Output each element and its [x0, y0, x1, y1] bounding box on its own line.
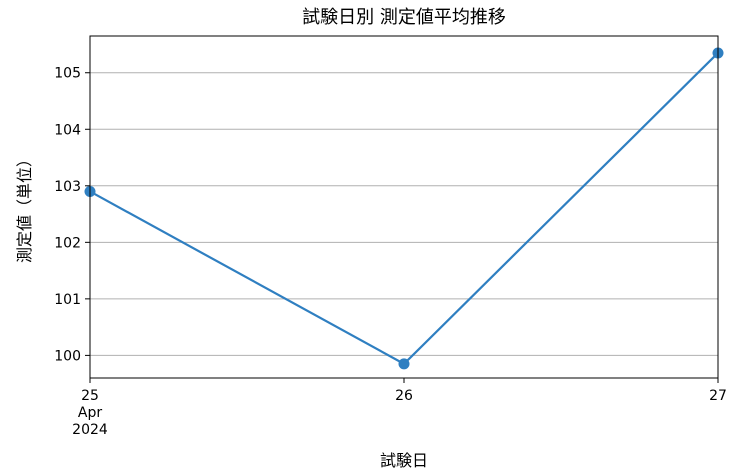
x-tick-label-day: 27 [709, 388, 727, 404]
y-tick-label: 100 [54, 348, 81, 364]
x-tick-label-year: 2024 [72, 422, 108, 438]
series-line [89, 52, 719, 366]
y-tick-label: 104 [54, 122, 81, 138]
x-tick-label-day: 25 [81, 388, 99, 404]
x-tick-label-day: 26 [395, 388, 413, 404]
y-tick-label: 105 [54, 66, 81, 82]
y-tick-label: 102 [54, 235, 81, 251]
x-axis-label: 試験日 [380, 451, 428, 470]
y-tick-label: 101 [54, 292, 81, 308]
x-tick-label-month: Apr [78, 405, 102, 421]
chart-title: 試験日別 測定値平均推移 [302, 7, 506, 28]
y-axis-label: 測定値（単位） [15, 151, 34, 263]
y-tick-label: 103 [54, 179, 81, 195]
plot-frame [89, 35, 719, 379]
data-point [398, 358, 410, 370]
series-layer [84, 47, 724, 370]
grid-lines [90, 72, 718, 356]
y-axis: 100 101 102 103 104 105 [54, 66, 90, 364]
